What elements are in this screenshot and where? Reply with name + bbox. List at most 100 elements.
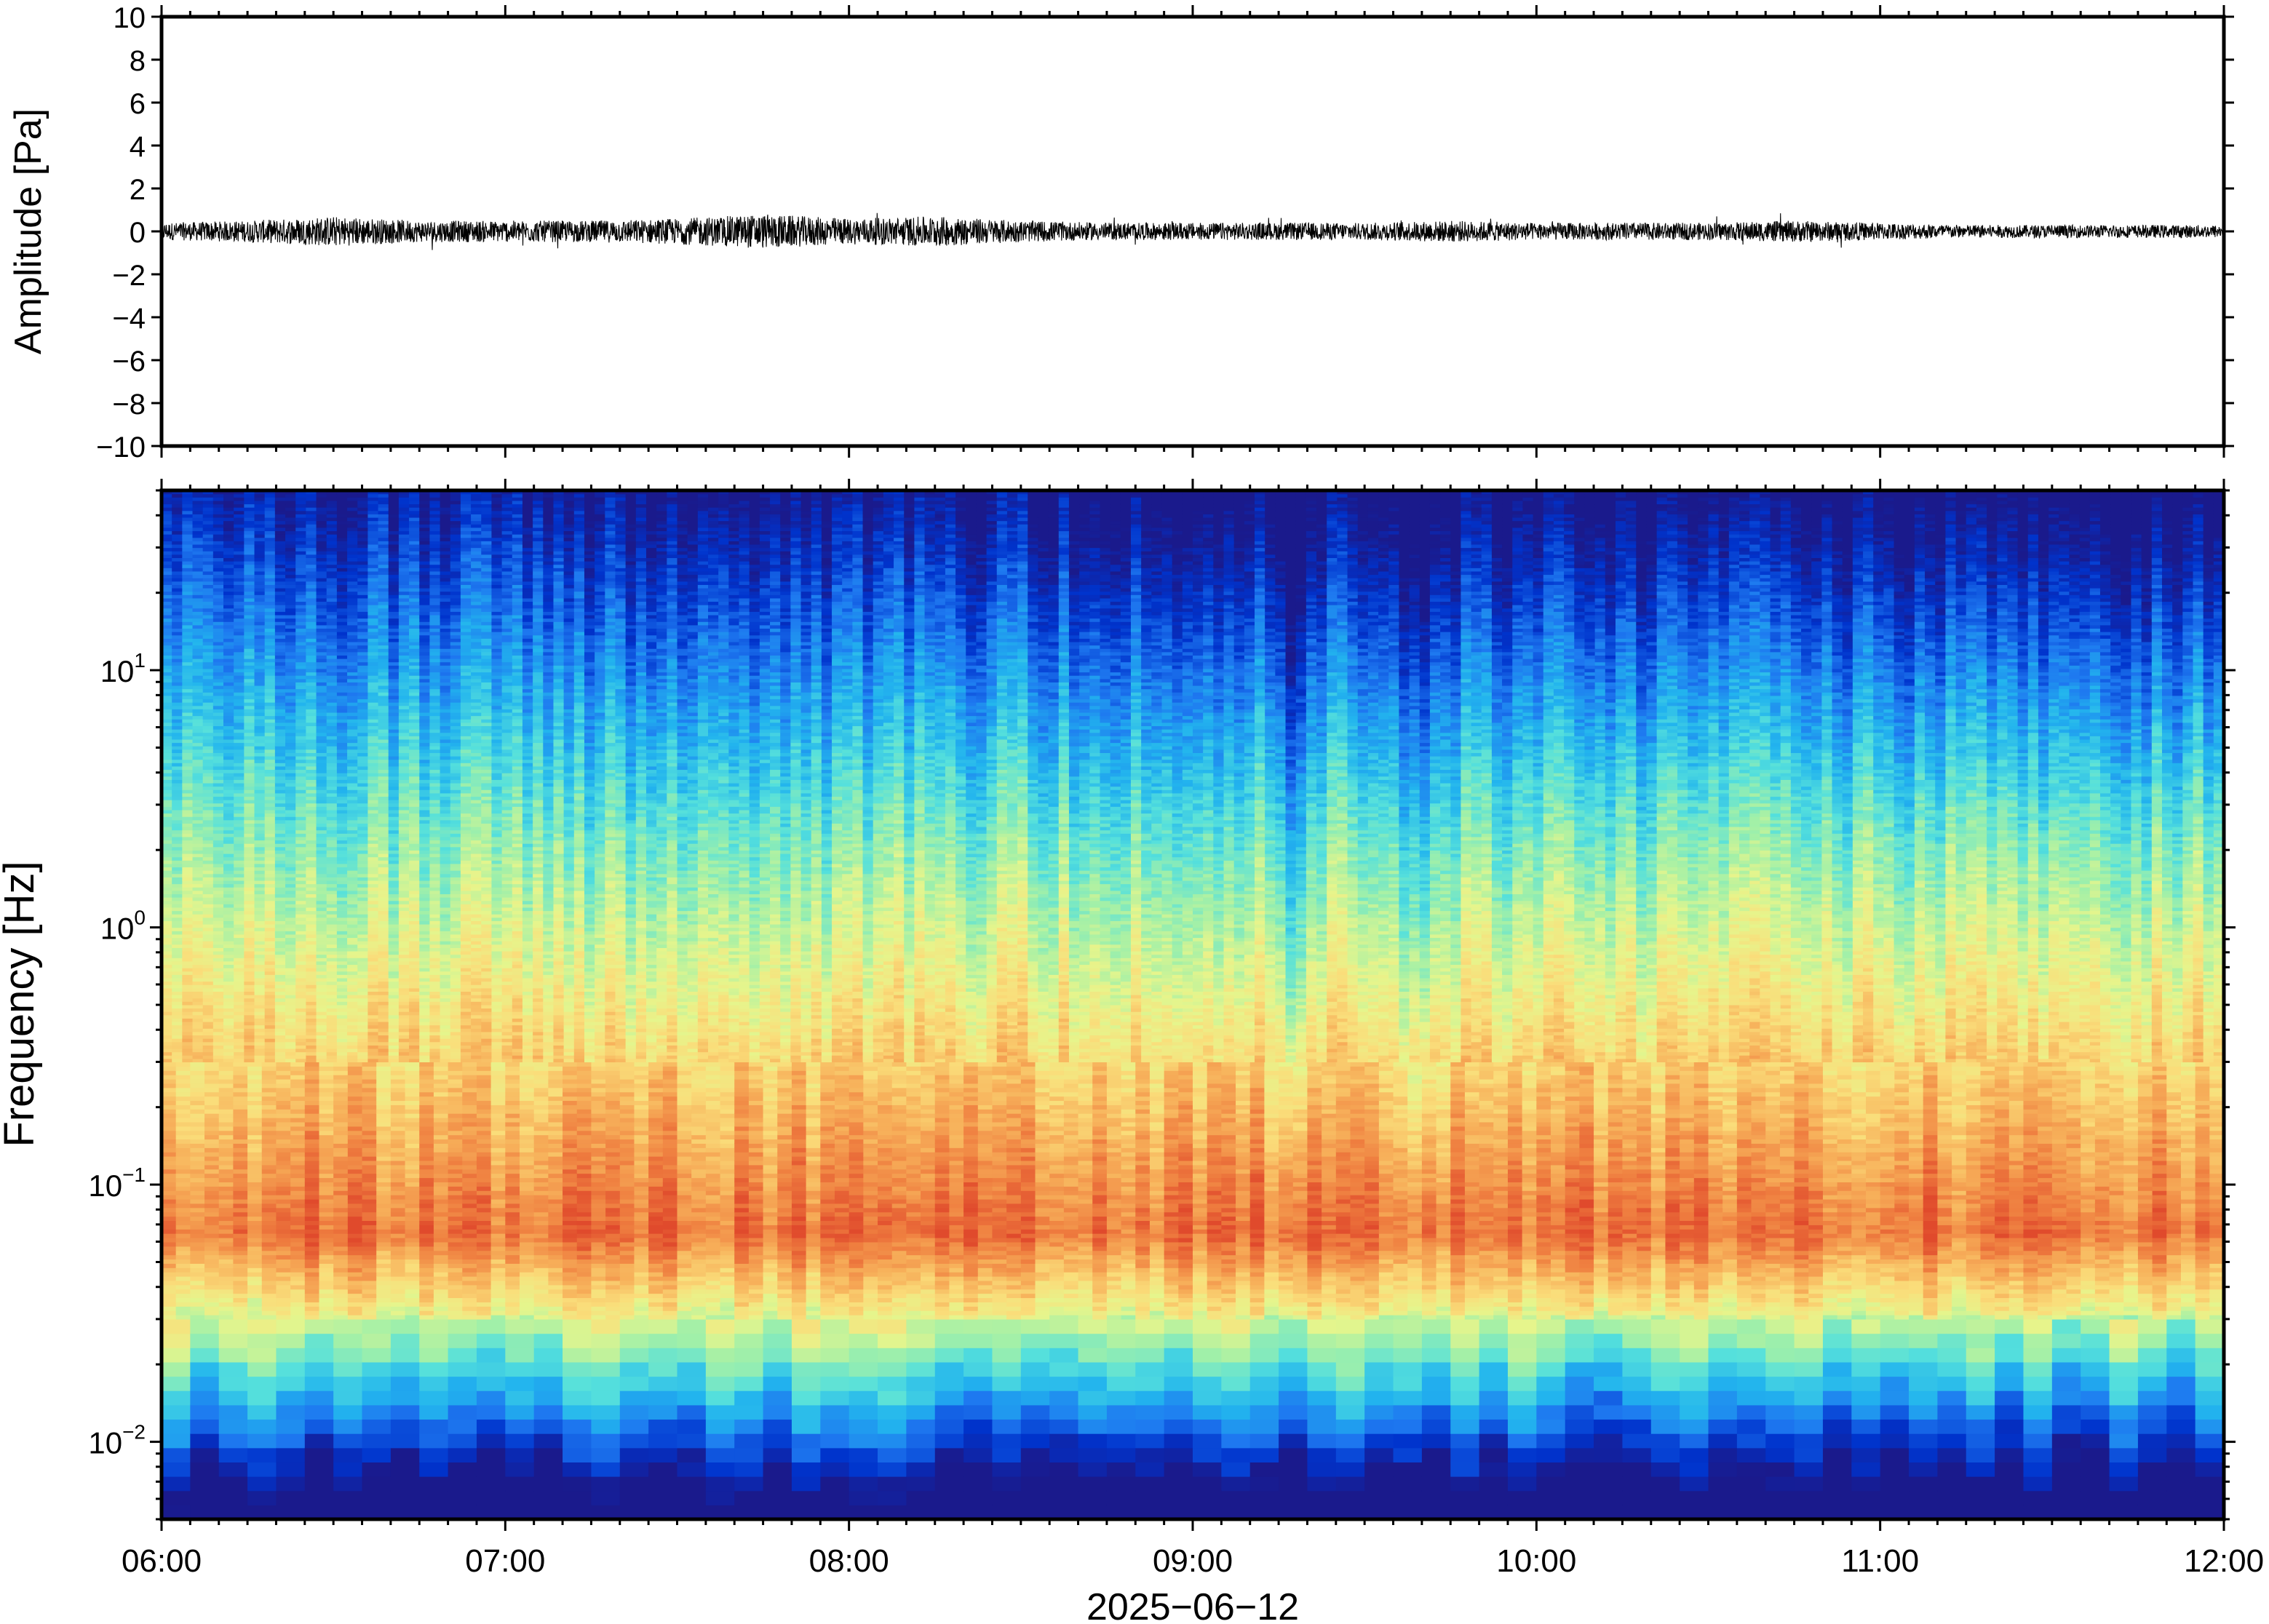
spectrogram-cell <box>505 1377 534 1391</box>
spectrogram-cell <box>362 1306 377 1310</box>
spectrogram-cell <box>2166 1419 2196 1433</box>
spectrogram-cell <box>305 1433 334 1448</box>
spectrogram-cell <box>534 1491 563 1505</box>
spectrogram-cell <box>434 1109 448 1113</box>
spectrogram-cell <box>491 1246 506 1251</box>
spectrogram-cell <box>333 1294 348 1298</box>
spectrogram-cell <box>376 1246 391 1251</box>
spectrogram-cell <box>419 1190 434 1195</box>
spectrogram-cell <box>333 1100 348 1104</box>
spectrogram-cell <box>362 1118 377 1122</box>
spectrogram-cell <box>391 1294 405 1298</box>
spectrogram-cell <box>419 1147 434 1152</box>
spectrogram-cell <box>376 1118 391 1122</box>
spectrogram-cell <box>276 1062 290 1066</box>
spectrogram-cell <box>247 1079 262 1083</box>
spectrogram-cell <box>648 1377 677 1391</box>
spectrogram-cell <box>577 1315 592 1319</box>
spectrogram-cell <box>262 1246 277 1251</box>
spectrogram-cell <box>520 1096 534 1101</box>
spectrogram-cell <box>1450 1334 1479 1348</box>
spectrogram-cell <box>376 1147 391 1152</box>
spectrogram-cell <box>620 1390 649 1405</box>
spectrogram-cell <box>391 1448 420 1462</box>
spectrogram-cell <box>348 1281 362 1285</box>
spectrogram-cell <box>563 1319 592 1334</box>
spectrogram-cell <box>1479 1319 1509 1334</box>
spectrogram-cell <box>305 1126 319 1131</box>
spectrogram-cell <box>448 1156 463 1161</box>
spectrogram-cell <box>434 1306 448 1310</box>
spectrogram-cell <box>563 1195 577 1199</box>
spectrogram-cell <box>333 1062 348 1066</box>
spectrogram-cell <box>176 1233 191 1238</box>
spectrogram-cell <box>963 1433 993 1448</box>
spectrogram-cell <box>290 1294 305 1298</box>
spectrogram-cell <box>706 1334 735 1348</box>
spectrogram-cell <box>204 1088 219 1092</box>
spectrogram-cell <box>162 1070 176 1075</box>
spectrogram-cell <box>348 1186 362 1190</box>
spectrogram-cell <box>276 1348 305 1362</box>
spectrogram-cell <box>348 1225 362 1229</box>
spectrogram-cell <box>405 1070 420 1075</box>
spectrogram-cell <box>2196 1419 2225 1433</box>
spectrogram-cell <box>305 1462 334 1476</box>
spectrogram-cell <box>247 1220 262 1225</box>
spectrogram-cell <box>162 1263 176 1267</box>
spectrogram-cell <box>434 1122 448 1126</box>
spectrogram-cell <box>204 1297 219 1302</box>
spectrogram-cell <box>820 1390 849 1405</box>
spectrogram-cell <box>1422 1476 1451 1491</box>
spectrogram-cell <box>734 1362 763 1377</box>
spectrogram-cell <box>1709 1319 1738 1334</box>
spectrogram-cell <box>448 1147 463 1152</box>
spectrogram-cell <box>878 1419 907 1433</box>
spectrogram-cell <box>162 1315 176 1319</box>
spectrogram-cell <box>763 1476 792 1491</box>
spectrogram-cell <box>849 1405 878 1420</box>
spectrogram-cell <box>333 1139 348 1143</box>
spectrogram-cell <box>591 1096 605 1101</box>
spectrogram-cell <box>1709 1390 1738 1405</box>
spectrogram-cell <box>190 1272 204 1276</box>
spectrogram-cell <box>176 1165 191 1169</box>
spectrogram-cell <box>162 1126 176 1131</box>
spectrogram-cell <box>176 1113 191 1118</box>
spectrogram-cell <box>591 1263 605 1267</box>
spectrogram-cell <box>391 1319 420 1334</box>
spectrogram-cell <box>1021 1319 1050 1334</box>
spectrogram-cell <box>405 1143 420 1147</box>
spectrogram-cell <box>462 1182 477 1186</box>
spectrogram-cell <box>247 1272 262 1276</box>
spectrogram-cell <box>1450 1377 1479 1391</box>
spectrogram-cell <box>563 1070 577 1075</box>
spectrogram-cell <box>1937 1433 1966 1448</box>
spectrogram-cell <box>520 1212 534 1217</box>
spectrogram-cell <box>319 1276 333 1281</box>
spectrogram-cell <box>290 1281 305 1285</box>
spectrogram-cell <box>577 1259 592 1263</box>
spectrogram-cell <box>391 1233 405 1238</box>
spectrogram-cell <box>247 1109 262 1113</box>
spectrogram-cell <box>1622 1390 1651 1405</box>
spectrogram-cell <box>477 1088 491 1092</box>
spectrogram-cell <box>577 1131 592 1135</box>
spectrogram-cell <box>491 1186 506 1190</box>
spectrogram-cell <box>290 1242 305 1246</box>
spectrogram-cell <box>534 1334 563 1348</box>
spectrogram-cell <box>1479 1476 1509 1491</box>
spectrogram-cell <box>734 1334 763 1348</box>
spectrogram-cell <box>434 1096 448 1101</box>
spectrogram-cell <box>333 1165 348 1169</box>
spectrogram-cell <box>1851 1377 1880 1391</box>
spectrogram-cell <box>1364 1476 1394 1491</box>
spectrogram-cell <box>219 1315 234 1319</box>
amplitude-y-tick-label: 4 <box>130 131 146 163</box>
spectrogram-cell <box>190 1066 204 1070</box>
spectrogram-cell <box>2023 1476 2052 1491</box>
spectrogram-cell <box>176 1242 191 1246</box>
spectrogram-cell <box>1508 1448 1537 1462</box>
spectrogram-cell <box>534 1285 549 1289</box>
spectrogram-cell <box>219 1310 234 1315</box>
